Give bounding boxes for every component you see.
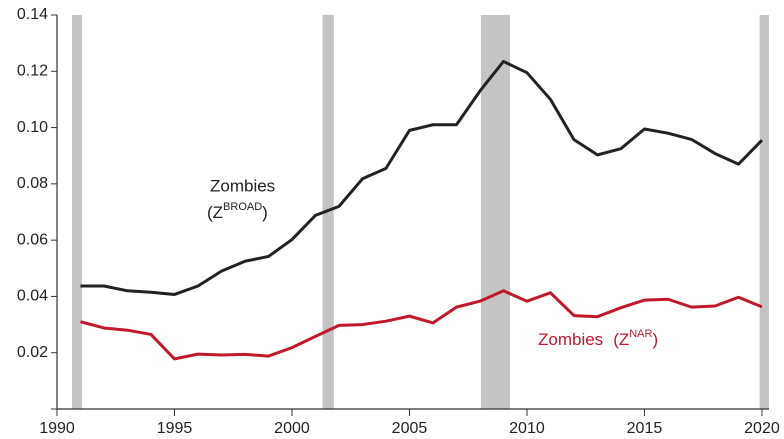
recession-band bbox=[72, 15, 82, 409]
label-part: ) bbox=[652, 330, 658, 349]
x-tick-label: 2010 bbox=[509, 420, 545, 437]
label-part: Zombies bbox=[538, 330, 603, 349]
series-label: Zombies bbox=[210, 176, 275, 195]
label-part: ) bbox=[262, 203, 268, 222]
x-tick-label: 2015 bbox=[627, 420, 663, 437]
series-line bbox=[80, 59, 764, 296]
y-tick-label: 0.08 bbox=[17, 175, 48, 192]
label-sup: NAR bbox=[629, 328, 652, 340]
x-tick-label: 2000 bbox=[274, 420, 310, 437]
label-part: (Z bbox=[613, 330, 629, 349]
series-label: Zombies (ZNAR) bbox=[538, 328, 658, 350]
y-tick-label: 0.04 bbox=[17, 288, 48, 305]
series-label: (ZBROAD) bbox=[207, 201, 268, 223]
label-part: (Z bbox=[207, 203, 223, 222]
y-tick-label: 0.12 bbox=[17, 63, 48, 80]
x-tick-label: 1995 bbox=[157, 420, 193, 437]
recession-band bbox=[480, 15, 511, 409]
x-tick-label: 2005 bbox=[392, 420, 428, 437]
y-tick-label: 0.10 bbox=[17, 119, 48, 136]
x-tick-label: 2020 bbox=[744, 420, 780, 437]
recession-band bbox=[759, 15, 769, 409]
y-tick-label: 0.02 bbox=[17, 344, 48, 361]
label-sup: BROAD bbox=[223, 201, 262, 213]
y-tick-label: 0.06 bbox=[17, 231, 48, 248]
x-tick-label: 1990 bbox=[39, 420, 75, 437]
series-line bbox=[80, 289, 763, 361]
y-tick-label: 0.14 bbox=[17, 6, 48, 23]
